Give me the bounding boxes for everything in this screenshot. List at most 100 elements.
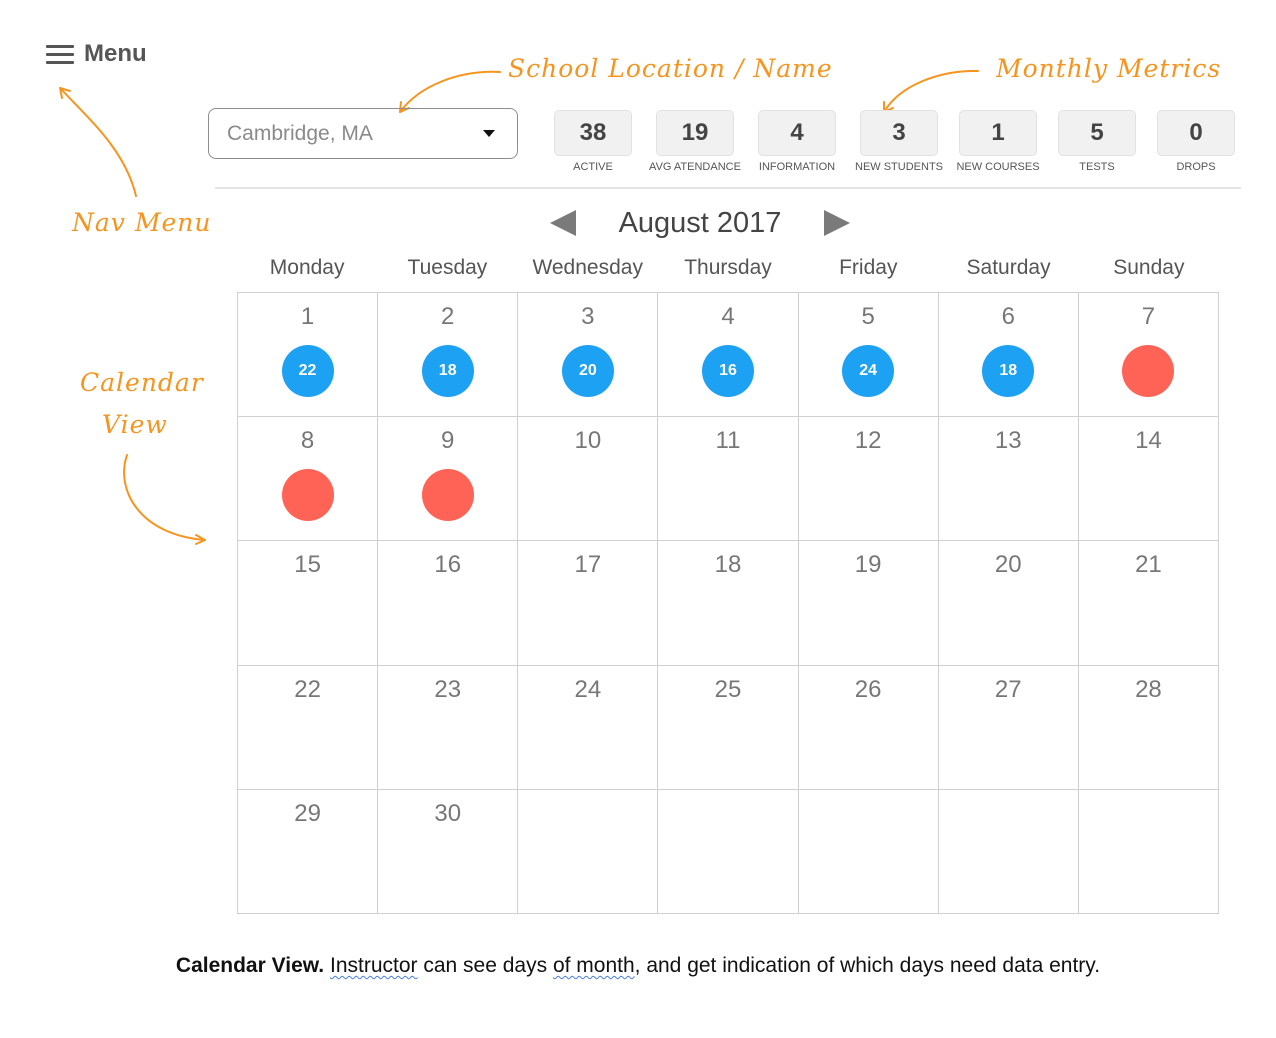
calendar-day-cell[interactable]: 26 [799, 666, 939, 790]
day-number: 9 [441, 427, 454, 455]
caption-title: Calendar View. [176, 954, 324, 977]
day-number: 10 [575, 427, 602, 455]
day-number: 5 [861, 303, 874, 331]
day-number: 15 [294, 551, 321, 579]
calendar-day-cell[interactable]: 9 [378, 417, 518, 541]
next-month-icon[interactable] [824, 210, 850, 236]
caption: Calendar View. Instructor can see days o… [0, 954, 1276, 978]
location-value: Cambridge, MA [227, 122, 373, 146]
needs-entry-indicator[interactable] [282, 469, 334, 521]
attendance-count-badge[interactable]: 18 [422, 345, 474, 397]
menu-button[interactable]: Menu [46, 40, 147, 68]
day-number: 28 [1135, 676, 1162, 704]
attendance-count-badge[interactable]: 16 [702, 345, 754, 397]
calendar-day-cell[interactable]: 16 [378, 541, 518, 665]
calendar-day-cell[interactable]: 13 [939, 417, 1079, 541]
day-number: 29 [294, 800, 321, 828]
weekday-thursday: Thursday [658, 256, 798, 280]
month-title: August 2017 [619, 207, 782, 240]
location-select[interactable]: Cambridge, MA [208, 108, 518, 159]
calendar-day-cell[interactable]: 5 24 [799, 293, 939, 417]
metric-value: 0 [1157, 110, 1235, 156]
metric-label: AVG ATENDANCE [643, 161, 747, 173]
attendance-count-badge[interactable]: 24 [842, 345, 894, 397]
calendar-day-cell[interactable]: 7 [1079, 293, 1219, 417]
calendar-day-cell[interactable]: 8 [238, 417, 378, 541]
nav-menu-arrow [60, 88, 136, 196]
metric-new-students: 3 NEW STUDENTS [847, 110, 951, 173]
day-number: 19 [855, 551, 882, 579]
day-number: 27 [995, 676, 1022, 704]
month-navigation: August 2017 [540, 200, 860, 246]
calendar-empty-cell [1079, 790, 1219, 914]
metric-tests: 5 TESTS [1045, 110, 1149, 173]
day-number: 2 [441, 303, 454, 331]
metric-value: 38 [554, 110, 632, 156]
calendar-day-cell[interactable]: 11 [658, 417, 798, 541]
previous-month-icon[interactable] [550, 210, 576, 236]
calendar-day-cell[interactable]: 25 [658, 666, 798, 790]
weekday-friday: Friday [798, 256, 938, 280]
calendar-empty-cell [658, 790, 798, 914]
calendar-day-cell[interactable]: 4 16 [658, 293, 798, 417]
calendar-day-cell[interactable]: 1 22 [238, 293, 378, 417]
calendar-view-arrow [124, 455, 205, 540]
calendar-day-cell[interactable]: 29 [238, 790, 378, 914]
metric-label: TESTS [1045, 161, 1149, 173]
metric-active: 38 ACTIVE [541, 110, 645, 173]
annotation-nav-menu: Nav Menu [72, 208, 211, 237]
calendar-day-cell[interactable]: 22 [238, 666, 378, 790]
annotation-school-location: School Location / Name [508, 54, 833, 83]
weekday-monday: Monday [237, 256, 377, 280]
metric-value: 5 [1058, 110, 1136, 156]
attendance-count-badge[interactable]: 20 [562, 345, 614, 397]
calendar-day-cell[interactable]: 30 [378, 790, 518, 914]
calendar-day-cell[interactable]: 10 [518, 417, 658, 541]
day-number: 25 [715, 676, 742, 704]
weekday-tuesday: Tuesday [377, 256, 517, 280]
annotation-calendar-view-line1: Calendar [80, 368, 204, 397]
calendar-day-cell[interactable]: 3 20 [518, 293, 658, 417]
day-number: 7 [1142, 303, 1155, 331]
metric-new-courses: 1 NEW COURSES [946, 110, 1050, 173]
school-location-arrow [400, 72, 500, 112]
attendance-count-badge[interactable]: 22 [282, 345, 334, 397]
metric-label: NEW STUDENTS [847, 161, 951, 173]
metric-label: DROPS [1144, 161, 1248, 173]
day-number: 21 [1135, 551, 1162, 579]
day-number: 11 [716, 427, 741, 455]
calendar-day-cell[interactable]: 28 [1079, 666, 1219, 790]
calendar-empty-cell [939, 790, 1079, 914]
calendar-day-cell[interactable]: 21 [1079, 541, 1219, 665]
calendar-day-cell[interactable]: 19 [799, 541, 939, 665]
calendar-day-cell[interactable]: 24 [518, 666, 658, 790]
calendar-day-cell[interactable]: 6 18 [939, 293, 1079, 417]
annotation-monthly-metrics: Monthly Metrics [996, 54, 1221, 83]
calendar-day-cell[interactable]: 18 [658, 541, 798, 665]
calendar-day-cell[interactable]: 12 [799, 417, 939, 541]
needs-entry-indicator[interactable] [1122, 345, 1174, 397]
metric-value: 3 [860, 110, 938, 156]
day-number: 24 [575, 676, 602, 704]
calendar-day-cell[interactable]: 14 [1079, 417, 1219, 541]
menu-label: Menu [84, 40, 147, 68]
calendar-day-cell[interactable]: 15 [238, 541, 378, 665]
annotation-calendar-view-line2: View [102, 410, 168, 439]
calendar-day-cell[interactable]: 2 18 [378, 293, 518, 417]
day-number: 17 [575, 551, 602, 579]
calendar-day-cell[interactable]: 20 [939, 541, 1079, 665]
metric-label: ACTIVE [541, 161, 645, 173]
day-number: 6 [1002, 303, 1015, 331]
metric-information: 4 INFORMATION [745, 110, 849, 173]
day-number: 30 [434, 800, 461, 828]
calendar-day-cell[interactable]: 27 [939, 666, 1079, 790]
needs-entry-indicator[interactable] [422, 469, 474, 521]
metric-avg-attendance: 19 AVG ATENDANCE [643, 110, 747, 173]
metric-label: INFORMATION [745, 161, 849, 173]
hamburger-icon [46, 45, 74, 64]
attendance-count-badge[interactable]: 18 [982, 345, 1034, 397]
calendar-day-cell[interactable]: 23 [378, 666, 518, 790]
day-number: 16 [434, 551, 461, 579]
calendar-day-cell[interactable]: 17 [518, 541, 658, 665]
weekday-saturday: Saturday [938, 256, 1078, 280]
